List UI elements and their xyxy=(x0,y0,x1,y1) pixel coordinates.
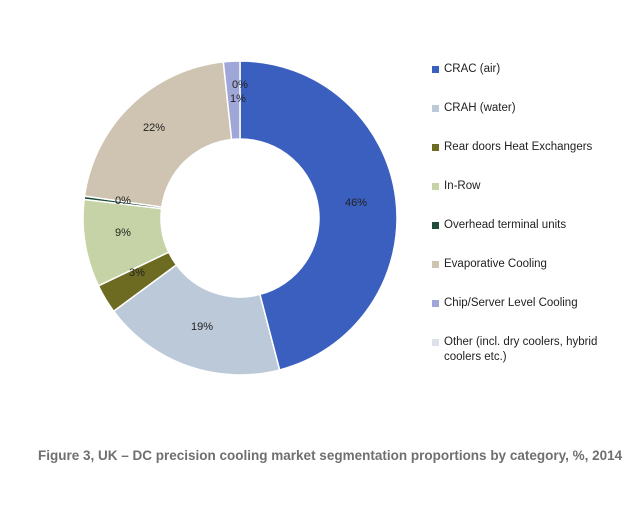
legend-label: Evaporative Cooling xyxy=(444,258,547,270)
legend-item: Rear doors Heat Exchangers xyxy=(432,140,592,155)
slice-0 xyxy=(239,60,398,371)
legend-label: Chip/Server Level Cooling xyxy=(444,297,578,309)
slice-1 xyxy=(112,263,281,376)
donut-chart: 46% 19% 3% 9% 0% 22% 1% 0% xyxy=(82,60,398,376)
legend-swatch xyxy=(432,183,439,190)
legend-label: In-Row xyxy=(444,180,481,192)
data-label-3: 9% xyxy=(115,227,131,239)
slice-5 xyxy=(83,61,233,208)
legend-item: In-Row xyxy=(432,179,480,194)
legend-label: CRAH (water) xyxy=(444,102,516,114)
legend-swatch xyxy=(432,300,439,307)
legend-label: CRAC (air) xyxy=(444,63,501,75)
legend-label: Other (incl. dry coolers, hybrid coolers… xyxy=(444,336,598,363)
legend-label: Rear doors Heat Exchangers xyxy=(444,141,593,153)
legend-swatch xyxy=(432,66,439,73)
legend-item: Evaporative Cooling xyxy=(432,257,547,272)
legend-item: Other (incl. dry coolers, hybrid coolers… xyxy=(432,335,632,365)
legend-swatch xyxy=(432,339,439,346)
legend-swatch xyxy=(432,144,439,151)
legend-item: CRAC (air) xyxy=(432,62,500,77)
data-label-5: 22% xyxy=(143,122,165,134)
data-label-2: 3% xyxy=(129,267,145,279)
data-label-0: 46% xyxy=(345,197,367,209)
legend-item: Overhead terminal units xyxy=(432,218,566,233)
slice-6 xyxy=(222,60,241,141)
legend-swatch xyxy=(432,261,439,268)
legend-label: Overhead terminal units xyxy=(444,219,567,231)
legend-swatch xyxy=(432,105,439,112)
data-label-1: 19% xyxy=(191,321,213,333)
data-label-6: 1% xyxy=(230,93,246,105)
data-label-4: 0% xyxy=(115,195,131,207)
legend-swatch xyxy=(432,222,439,229)
legend-item: CRAH (water) xyxy=(432,101,516,116)
figure-caption: Figure 3, UK – DC precision cooling mark… xyxy=(38,448,623,463)
legend-item: Chip/Server Level Cooling xyxy=(432,296,578,311)
data-label-7: 0% xyxy=(232,79,248,91)
